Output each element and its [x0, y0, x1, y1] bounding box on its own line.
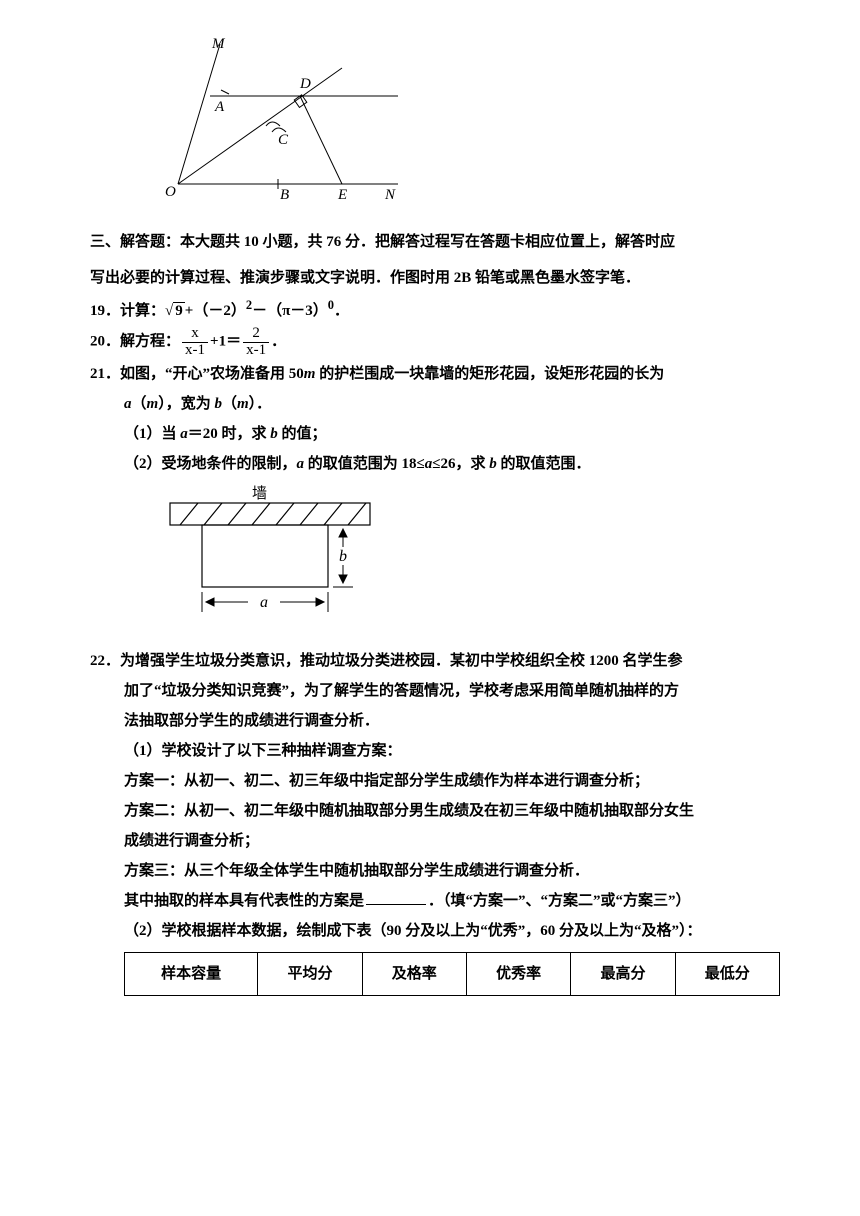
table-header-row: 样本容量 平均分 及格率 优秀率 最高分 最低分 [125, 952, 780, 995]
page: M A D C O B E N 三、解答题：本大题共 10 小题，共 76 分．… [0, 0, 860, 1216]
label-M: M [211, 36, 226, 52]
q20: 20．解方程：xx-1+1＝2x-1． [90, 326, 780, 359]
th-4: 最高分 [571, 952, 675, 995]
label-C: C [278, 132, 289, 148]
q22-m4: 其中抽取的样本具有代表性的方案是．（填“方案一”、“方案二”或“方案三”） [90, 886, 780, 916]
q22-label: 22． [90, 653, 120, 669]
answer-blank[interactable] [366, 890, 426, 905]
th-5: 最低分 [675, 952, 779, 995]
label-N: N [384, 187, 396, 203]
q22-m1: 方案一：从初一、初二、初三年级中指定部分学生成绩作为样本进行调查分析； [90, 766, 780, 796]
geometry-svg: M A D C O B E N [160, 36, 410, 206]
section3-heading-l2: 写出必要的计算过程、推演步骤或文字说明．作图时用 2B 铅笔或黑色墨水签字笔． [90, 263, 780, 293]
label-D: D [299, 76, 311, 92]
section3-heading-l1: 三、解答题：本大题共 10 小题，共 76 分．把解答过程写在答题卡相应位置上，… [90, 227, 780, 257]
label-O: O [165, 184, 176, 200]
q21-line1: 21．如图，“开心”农场准备用 50m 的护栏围成一块靠墙的矩形花园，设矩形花园… [90, 359, 780, 389]
q22-l3: 法抽取部分学生的成绩进行调查分析． [90, 706, 780, 736]
q22-m3: 方案三：从三个年级全体学生中随机抽取部分学生成绩进行调查分析． [90, 856, 780, 886]
label-A: A [214, 99, 225, 115]
q21-line2: a（m），宽为 b（m）． [90, 389, 780, 419]
th-0: 样本容量 [125, 952, 258, 995]
table-wrap: 样本容量 平均分 及格率 优秀率 最高分 最低分 [90, 952, 780, 996]
q22-l1: 22．为增强学生垃圾分类意识，推动垃圾分类进校园．某初中学校组织全校 1200 … [90, 646, 780, 676]
q21-label: 21． [90, 366, 120, 382]
label-E: E [337, 187, 347, 203]
q19: 19．计算：√9+（－2）2－（π－3）0． [90, 293, 780, 326]
label-B: B [280, 187, 289, 203]
q20-label: 20． [90, 334, 120, 350]
th-3: 优秀率 [466, 952, 570, 995]
q21-part1: （1）当 a＝20 时，求 b 的值； [90, 419, 780, 449]
q22-m2b: 成绩进行调查分析； [90, 826, 780, 856]
dim-b: b [339, 548, 347, 565]
figure-q21: 墙 [160, 485, 780, 636]
wall-svg: 墙 [160, 485, 390, 625]
q22-p1: （1）学校设计了以下三种抽样调查方案： [90, 736, 780, 766]
q19-label: 19． [90, 303, 120, 319]
wall-label: 墙 [252, 485, 267, 502]
q22-m2a: 方案二：从初一、初二年级中随机抽取部分男生成绩及在初三年级中随机抽取部分女生 [90, 796, 780, 826]
th-1: 平均分 [258, 952, 362, 995]
dim-a: a [260, 594, 268, 611]
score-table: 样本容量 平均分 及格率 优秀率 最高分 最低分 [124, 952, 780, 996]
q22-l2: 加了“垃圾分类知识竞赛”，为了解学生的答题情况，学校考虑采用简单随机抽样的方 [90, 676, 780, 706]
figure-q18: M A D C O B E N [160, 36, 780, 217]
q21-part2: （2）受场地条件的限制，a 的取值范围为 18≤a≤26，求 b 的取值范围． [90, 449, 780, 479]
q22-p2: （2）学校根据样本数据，绘制成下表（90 分及以上为“优秀”，60 分及以上为“… [90, 916, 780, 946]
th-2: 及格率 [362, 952, 466, 995]
